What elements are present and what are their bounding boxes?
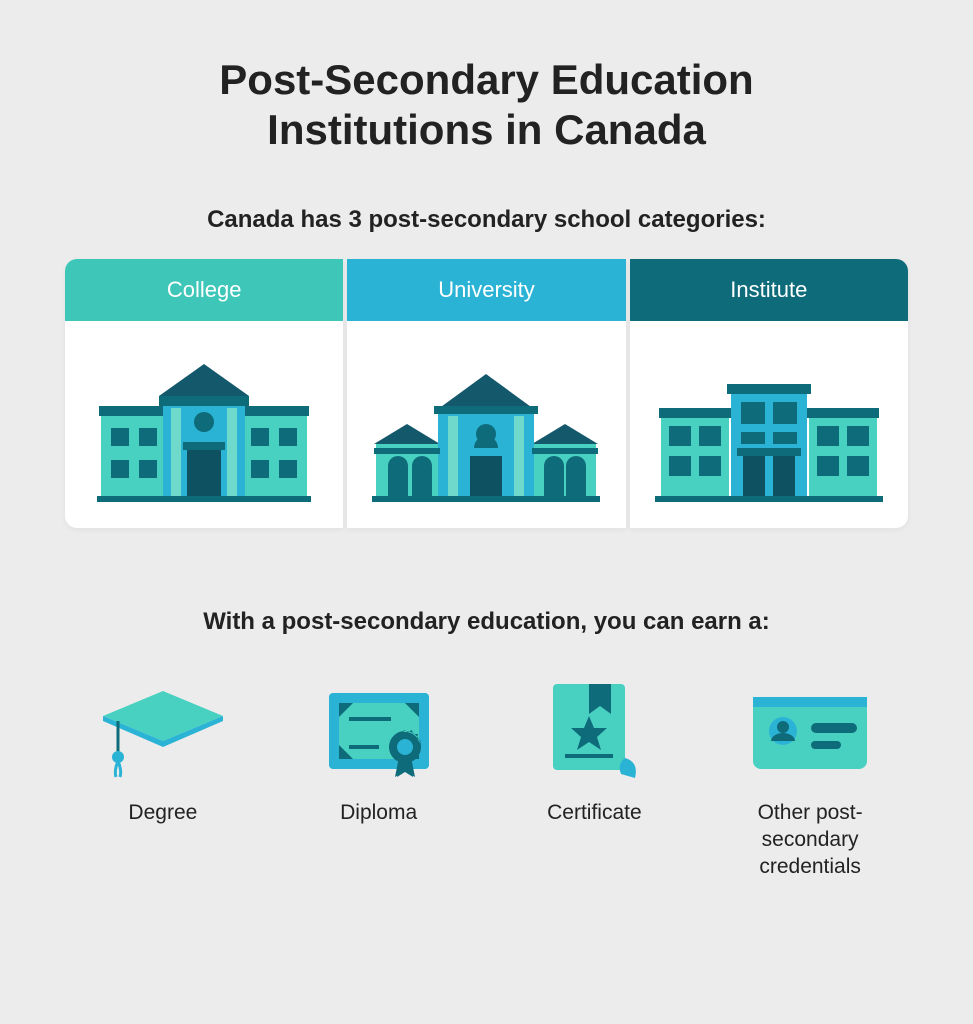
credential-diploma: Diploma xyxy=(281,671,477,881)
credentials-row: Degree xyxy=(65,671,908,881)
categories-row: College xyxy=(65,259,908,528)
college-building-icon xyxy=(89,356,319,506)
graduation-cap-icon xyxy=(98,681,228,781)
categories-subtitle: Canada has 3 post-secondary school categ… xyxy=(65,206,908,234)
credential-label: Degree xyxy=(128,799,197,826)
category-card-college: College xyxy=(65,259,343,528)
credential-label: Other post-secondary credentials xyxy=(720,799,900,881)
category-card-institute: Institute xyxy=(630,259,908,528)
category-card-university: University xyxy=(347,259,625,528)
category-header: Institute xyxy=(630,259,908,321)
category-header: University xyxy=(347,259,625,321)
category-body xyxy=(630,321,908,528)
credential-label: Certificate xyxy=(547,799,642,826)
credential-certificate: Certificate xyxy=(497,671,693,881)
institute-building-icon xyxy=(649,356,889,506)
credential-label: Diploma xyxy=(340,799,417,826)
credential-degree: Degree xyxy=(65,671,261,881)
university-building-icon xyxy=(366,356,606,506)
id-card-icon xyxy=(745,681,875,781)
title-line-1: Post-Secondary Education xyxy=(219,56,753,103)
category-body xyxy=(347,321,625,528)
title-line-2: Institutions in Canada xyxy=(267,106,706,153)
credentials-heading: With a post-secondary education, you can… xyxy=(65,608,908,636)
page-title: Post-Secondary Education Institutions in… xyxy=(65,55,908,156)
credential-other: Other post-secondary credentials xyxy=(712,671,908,881)
certificate-icon xyxy=(539,676,649,786)
category-body xyxy=(65,321,343,528)
category-header: College xyxy=(65,259,343,321)
diploma-icon xyxy=(319,681,439,781)
